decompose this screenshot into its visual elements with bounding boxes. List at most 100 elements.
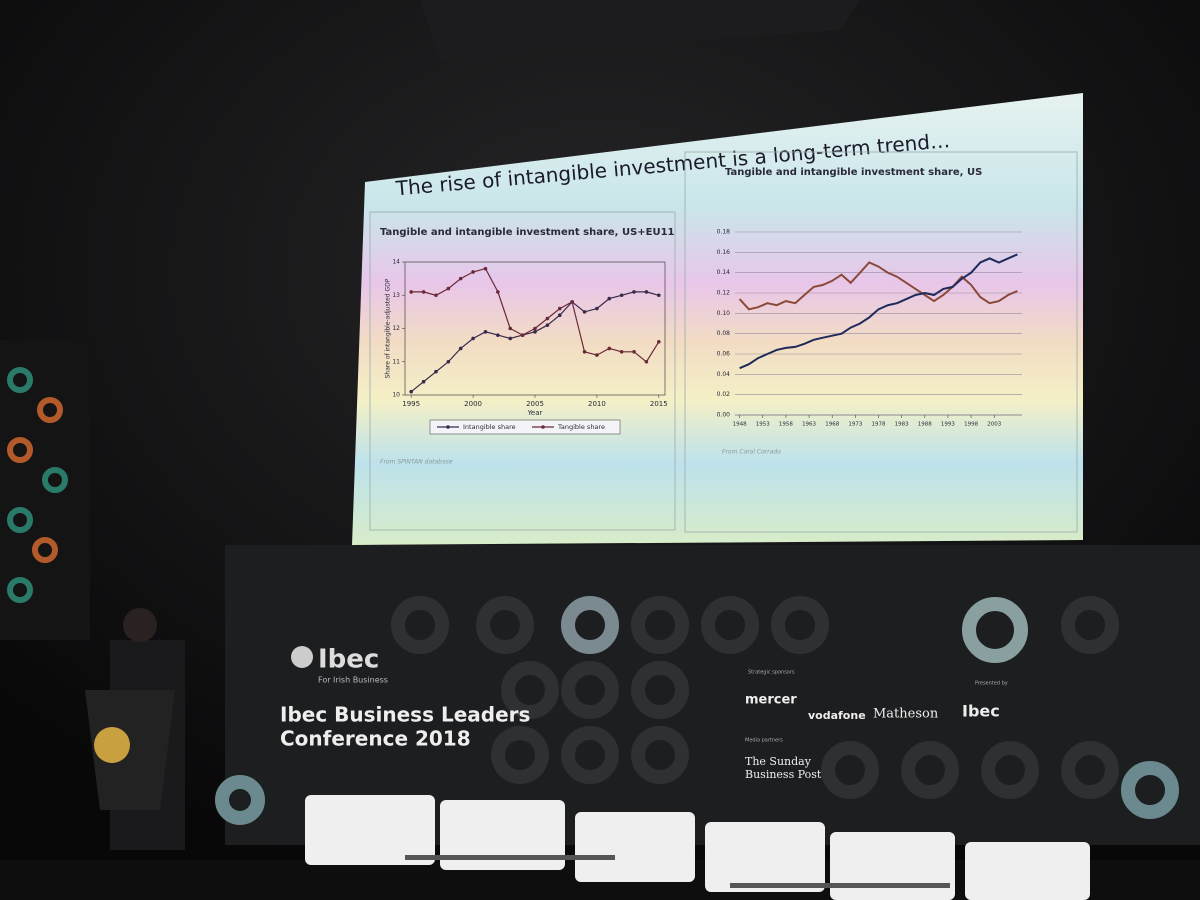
- marker: [508, 326, 513, 331]
- marker: [458, 346, 463, 351]
- x-tick-label: 1995: [402, 400, 420, 408]
- x-tick-label: 1998: [964, 422, 978, 428]
- label: Strategic sponsors: [748, 670, 795, 676]
- legend-marker: [446, 425, 450, 429]
- event-title: Conference 2018: [280, 727, 471, 751]
- ceiling: [420, 0, 860, 60]
- marker: [632, 349, 636, 354]
- backdrop-circles: [215, 596, 1179, 825]
- marker: [582, 349, 587, 354]
- marker: [471, 270, 475, 274]
- left-chart: Tangible and intangible investment share…: [380, 227, 675, 466]
- x-tick-label: 1968: [825, 422, 839, 428]
- y-tick-label: 0.02: [717, 391, 731, 398]
- marker: [483, 330, 488, 334]
- series-line: [739, 253, 1018, 370]
- side-pattern: [7, 367, 68, 603]
- marker: [644, 290, 649, 294]
- marker: [632, 290, 636, 294]
- marker: [496, 290, 500, 294]
- x-tick-label: 2000: [464, 400, 482, 408]
- stage: [0, 608, 1200, 900]
- marker: [595, 353, 599, 357]
- marker: [421, 290, 426, 294]
- x-tick-label: 1988: [918, 422, 932, 428]
- x-tick-label: 1978: [872, 422, 886, 428]
- y-tick-label: 0.12: [717, 290, 731, 297]
- marker: [545, 316, 550, 321]
- y-axis-label: Share of intangible-adjusted GDP: [385, 278, 392, 378]
- series-line: [738, 261, 1018, 311]
- x-tick-label: 2010: [588, 400, 606, 408]
- chart-title: Tangible and intangible investment share…: [725, 167, 982, 178]
- label: Presented by: [975, 681, 1008, 687]
- x-tick-label: 1993: [941, 422, 955, 428]
- marker: [595, 306, 599, 311]
- y-tick-label: 0.18: [717, 229, 731, 236]
- marker: [434, 369, 438, 374]
- x-tick-label: 2005: [526, 400, 544, 408]
- right-panel: [684, 151, 1078, 533]
- y-tick-label: 14: [392, 259, 400, 266]
- y-tick-label: 12: [392, 325, 400, 332]
- label: Media partners: [745, 738, 783, 744]
- marker: [557, 313, 562, 318]
- y-tick-label: 0.16: [717, 249, 731, 256]
- marker: [483, 266, 488, 271]
- chart-title: Tangible and intangible investment share…: [380, 227, 675, 238]
- marker: [446, 286, 451, 291]
- y-tick-label: 11: [392, 358, 400, 365]
- x-tick-label: 1953: [756, 422, 770, 428]
- x-tick-label: 2015: [650, 400, 668, 408]
- marker: [434, 293, 438, 298]
- media: Business Post: [745, 768, 822, 781]
- media: The Sunday: [745, 755, 812, 768]
- banner: Ibec For Irish Business Ibec Business Le…: [280, 645, 1008, 782]
- legend-label: Tangible share: [557, 423, 605, 431]
- logo: Ibec: [318, 645, 379, 675]
- legend-marker: [541, 425, 545, 429]
- marker: [496, 333, 500, 337]
- marker: [557, 306, 562, 311]
- marker: [545, 323, 550, 327]
- y-tick-label: 0.04: [717, 371, 731, 378]
- x-tick-label: 1958: [779, 422, 793, 428]
- marker: [533, 326, 537, 331]
- marker: [607, 346, 612, 351]
- x-tick-label: 1963: [802, 422, 816, 428]
- marker: [409, 389, 413, 394]
- x-tick-label: 1948: [733, 422, 747, 428]
- marker: [508, 336, 513, 341]
- x-tick-label: 1973: [848, 422, 862, 428]
- tagline: For Irish Business: [318, 676, 388, 685]
- y-tick-label: 0.00: [717, 412, 731, 419]
- right-chart: Tangible and intangible investment share…: [717, 167, 1022, 456]
- x-axis-label: Year: [527, 409, 543, 417]
- y-tick-label: 10: [392, 392, 400, 399]
- marker: [619, 349, 624, 354]
- marker: [458, 276, 463, 281]
- legend-label: Intangible share: [463, 423, 516, 431]
- marker: [421, 379, 426, 384]
- x-tick-label: 2003: [987, 422, 1001, 428]
- y-tick-label: 13: [392, 292, 400, 299]
- marker: [657, 293, 661, 298]
- y-tick-label: 0.10: [717, 310, 731, 317]
- marker: [619, 293, 624, 298]
- event-title: Ibec Business Leaders: [280, 703, 530, 727]
- logo-mark: [291, 646, 313, 668]
- source: From SPINTAN database: [380, 459, 453, 466]
- sponsor: vodafone: [808, 709, 866, 722]
- marker: [570, 300, 574, 304]
- marker: [607, 296, 612, 301]
- y-tick-label: 0.14: [717, 269, 731, 276]
- source: From Carol Corrado: [722, 449, 781, 456]
- sponsor: Matheson: [873, 707, 939, 722]
- legend-box: [429, 419, 621, 435]
- marker: [520, 333, 525, 337]
- marker: [446, 359, 451, 364]
- y-tick-label: 0.08: [717, 330, 731, 337]
- left-panel: [369, 211, 676, 531]
- marker: [409, 290, 413, 294]
